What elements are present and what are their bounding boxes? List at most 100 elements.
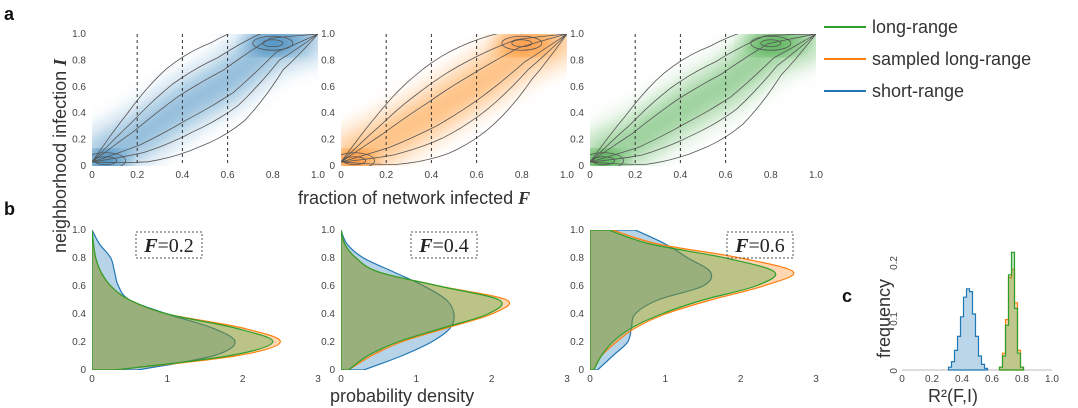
contour-line (92, 34, 318, 163)
contour-line (341, 34, 567, 163)
x-tick-label: 1.0 (311, 170, 325, 181)
density-subplot-0 (92, 230, 281, 370)
x-axis-label-b: probability density (330, 386, 474, 406)
x-tick-label: 0.6 (719, 170, 733, 181)
f-value-box (410, 231, 478, 259)
x-tick-label: 1.0 (1045, 374, 1059, 385)
y-axis-label-ab: neighborhood infection I (50, 58, 70, 253)
density-long-range (590, 230, 777, 370)
panel-b-densities: F=0.20 1 2 300.20.40.60.81.0F=0.40 1 2 300.20.… (72, 225, 819, 385)
y-tick-label: 1.0 (72, 225, 86, 236)
x-tick-label: 0.2 (925, 374, 939, 385)
y-tick-label: 0.1 (889, 312, 900, 326)
panel-label-c: c (842, 286, 852, 306)
x-tick-label: 0.4 (673, 170, 687, 181)
density-band-inner (92, 34, 318, 166)
contour-loop (750, 35, 792, 51)
f-value-label: F=0.2 (143, 235, 194, 257)
x-tick-label: 0.4 (424, 170, 438, 181)
y-tick-label: 0.8 (570, 55, 584, 66)
x-tick-label: 0.2 (628, 170, 642, 181)
heatmap-1 (341, 34, 567, 166)
y-tick-label: 0.8 (570, 253, 584, 264)
legend-entry: sampled long-range (872, 49, 1031, 69)
f-value-label: F=0.4 (418, 235, 469, 257)
x-tick-label: 3 (813, 374, 819, 385)
contour-line (590, 34, 816, 163)
y-tick-label: 0 (578, 161, 584, 172)
y-tick-label: 0.2 (889, 256, 900, 270)
contour-loop (94, 156, 117, 166)
contour-line (341, 34, 567, 163)
y-tick-label: 0.4 (72, 108, 86, 119)
contour-loop (262, 39, 284, 48)
x-tick-label: 2 (240, 374, 246, 385)
contour-line (341, 34, 567, 163)
x-tick-label: 0 (899, 374, 905, 385)
y-tick-label: 0.8 (72, 55, 86, 66)
x-tick-label: 0.8 (515, 170, 529, 181)
contour-line (590, 34, 816, 163)
panel-c-histogram: 0 0.2 0.4 0.6 0.8 1.0 0 0.1 0.2 (889, 251, 1059, 385)
contour-loop (590, 152, 624, 166)
x-tick-label: 3 (564, 374, 570, 385)
contour-loop (511, 39, 533, 48)
x-tick-label: 0.8 (266, 170, 280, 181)
histogram-long-range (998, 251, 1025, 371)
y-tick-label: 0.2 (570, 337, 584, 348)
heatmap-0 (92, 34, 318, 166)
contour-line (590, 34, 816, 163)
x-tick-label: 1.0 (809, 170, 823, 181)
f-value-box (726, 231, 794, 259)
histogram-short-range (947, 288, 989, 371)
y-tick-label: 0.6 (570, 281, 584, 292)
density-subplot-1 (341, 230, 511, 370)
y-tick-label: 0.2 (570, 135, 584, 146)
legend: long-range sampled long-range short-range (824, 17, 1031, 101)
y-axis-label-c: frequency (874, 279, 894, 358)
x-tick-label: 0.2 (379, 170, 393, 181)
y-tick-label: 0.2 (321, 135, 335, 146)
x-tick-label: 0.8 (1015, 374, 1029, 385)
density-sampled-long-range (590, 230, 795, 370)
density-long-range (341, 230, 503, 370)
y-tick-label: 0.6 (72, 82, 86, 93)
y-tick-label: 0.4 (72, 309, 86, 320)
x-tick-label: 1 (165, 374, 171, 385)
panel-a-heatmaps: 0 0.2 0.4 0.6 0.8 1.0 0 0.2 0.4 0.6 0.8 1.0 0 0.2 0.4 0… (72, 29, 823, 181)
contour-line (341, 34, 567, 163)
x-tick-label: 0.6 (470, 170, 484, 181)
y-tick-label: 0.6 (321, 82, 335, 93)
x-tick-label: 0.4 (955, 374, 969, 385)
x-tick-label: 0.8 (764, 170, 778, 181)
panel-label-a: a (4, 4, 15, 24)
contour-loop (592, 156, 615, 166)
x-tick-label: 2 (738, 374, 744, 385)
y-tick-label: 1.0 (321, 225, 335, 236)
y-tick-label: 0 (80, 161, 86, 172)
y-tick-label: 0.4 (321, 309, 335, 320)
contour-line (341, 34, 567, 165)
x-tick-label: 0 (587, 374, 593, 385)
contour-line (341, 34, 567, 163)
x-tick-label: 0.4 (175, 170, 189, 181)
contour-loop (341, 152, 375, 166)
x-tick-label: 1 (414, 374, 420, 385)
y-tick-label: 0 (578, 365, 584, 376)
y-tick-label: 1.0 (321, 29, 335, 40)
y-tick-label: 1.0 (570, 225, 584, 236)
x-tick-label: 0.6 (221, 170, 235, 181)
x-tick-label: 0 (338, 374, 344, 385)
y-tick-label: 0 (329, 161, 335, 172)
contour-line (92, 34, 318, 163)
x-tick-label: 0 (338, 170, 344, 181)
y-tick-label: 0.6 (570, 82, 584, 93)
y-tick-label: 0.2 (321, 337, 335, 348)
x-tick-label: 0.6 (985, 374, 999, 385)
y-tick-label: 0.6 (321, 281, 335, 292)
y-tick-label: 0.4 (570, 108, 584, 119)
y-tick-label: 0.2 (72, 337, 86, 348)
f-value-box (135, 231, 203, 259)
panel-label-b: b (4, 199, 15, 219)
